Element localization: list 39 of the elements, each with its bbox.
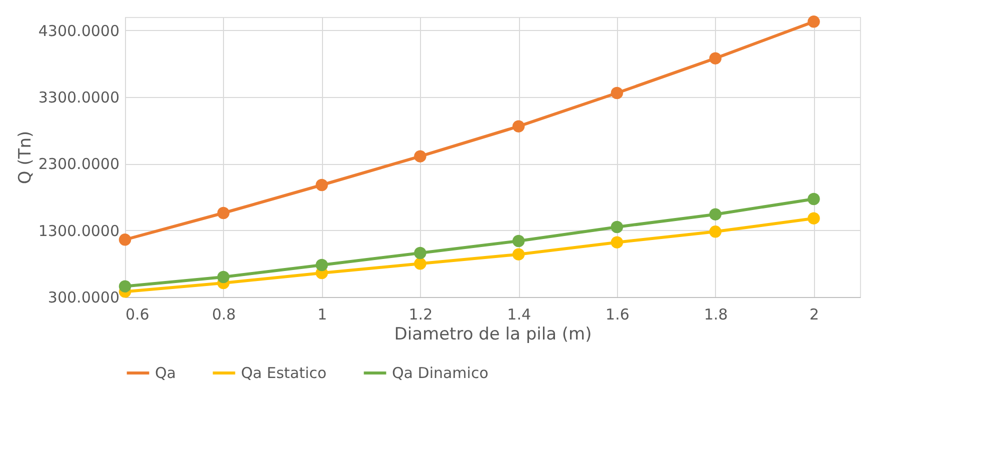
x-tick-label: 1 <box>318 306 328 324</box>
y-tick-label: 300.0000 <box>48 288 120 306</box>
point <box>808 16 820 28</box>
point <box>808 212 820 224</box>
x-tick-label: 1.8 <box>704 306 728 324</box>
x-tick-label: 1.6 <box>606 306 630 324</box>
point <box>118 280 132 292</box>
legend-label: Qa Dinamico <box>392 364 488 382</box>
point <box>610 236 624 248</box>
x-tick-label: 1.2 <box>408 306 433 324</box>
x-tick-label: 0.6 <box>126 306 150 324</box>
point <box>217 206 230 220</box>
point <box>118 234 132 246</box>
point <box>512 248 525 260</box>
x-tick-label: 2 <box>809 306 820 324</box>
x-tick-label: 0.8 <box>212 306 236 324</box>
point <box>610 220 624 234</box>
y-tick-label: 1300.0000 <box>38 222 120 240</box>
legend-label: Qa <box>155 364 176 382</box>
y-axis-title: Q (Tn) <box>15 130 36 184</box>
point <box>414 150 426 162</box>
point <box>414 246 426 260</box>
x-axis-title: Diametro de la pila (m) <box>394 324 592 344</box>
point <box>316 258 328 272</box>
point <box>512 234 525 248</box>
legend-label: Qa Estatico <box>241 364 327 382</box>
point <box>610 86 624 100</box>
point <box>414 258 426 270</box>
point <box>316 178 328 192</box>
y-tick-label: 3300.0000 <box>38 88 120 106</box>
point <box>709 226 722 238</box>
point <box>217 270 230 284</box>
point <box>512 120 525 132</box>
point <box>808 192 820 206</box>
y-tick-label: 4300.0000 <box>38 22 120 40</box>
y-tick-label: 2300.0000 <box>38 155 120 174</box>
point <box>709 208 722 220</box>
point <box>709 52 722 64</box>
x-tick-label: 1.4 <box>507 306 532 324</box>
